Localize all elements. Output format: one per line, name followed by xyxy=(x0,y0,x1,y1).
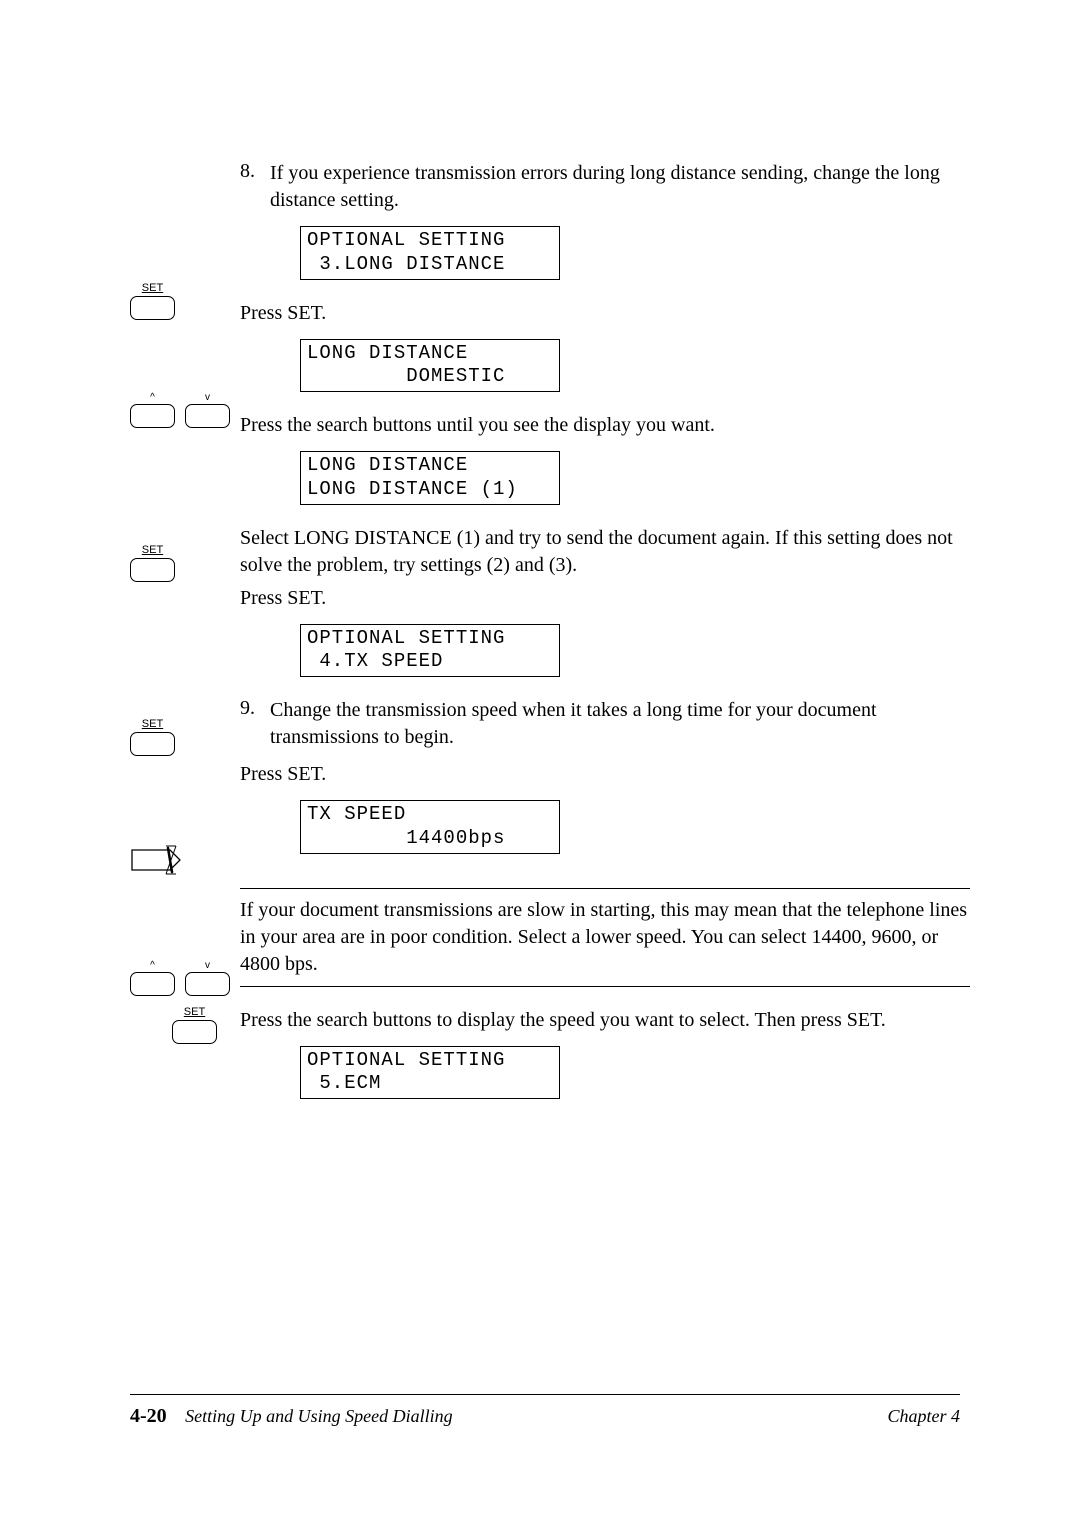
lcd-line: LONG DISTANCE xyxy=(307,342,468,364)
press-set-text: Press SET. xyxy=(240,300,970,327)
caret-down-label: v xyxy=(185,960,230,971)
set-label: SET xyxy=(130,544,175,556)
lcd-display: LONG DISTANCE DOMESTIC xyxy=(300,339,560,393)
step-8: 8. If you experience transmission errors… xyxy=(240,160,970,214)
press-search-speed-text: Press the search buttons to display the … xyxy=(240,1007,970,1034)
lcd-line: LONG DISTANCE xyxy=(307,454,468,476)
page-number: 4-20 xyxy=(130,1405,167,1427)
page-footer: 4-20 Setting Up and Using Speed Dialling… xyxy=(130,1394,960,1428)
set-label: SET xyxy=(130,718,175,730)
set-button-icon xyxy=(172,1020,217,1044)
note-text: If your document transmissions are slow … xyxy=(240,899,967,975)
note-block: If your document transmissions are slow … xyxy=(240,888,970,987)
lcd-line: 4.TX SPEED xyxy=(307,650,443,672)
select-long-text: Select LONG DISTANCE (1) and try to send… xyxy=(240,525,970,579)
set-button-icon xyxy=(130,558,175,582)
press-set-text: Press SET. xyxy=(240,761,970,788)
caret-down-label: v xyxy=(185,392,230,403)
search-set-keys-block: ^ v SET xyxy=(130,960,240,1044)
lcd-line: 14400bps xyxy=(307,827,505,849)
lcd-line: TX SPEED xyxy=(307,803,406,825)
set-key-block: SET xyxy=(130,282,240,320)
press-set-text: Press SET. xyxy=(240,585,970,612)
footer-chapter: Chapter 4 xyxy=(887,1406,960,1427)
lcd-display: OPTIONAL SETTING 5.ECM xyxy=(300,1046,560,1100)
lcd-display: TX SPEED 14400bps xyxy=(300,800,560,854)
step-text: Change the transmission speed when it ta… xyxy=(270,697,970,751)
up-button-icon xyxy=(130,404,175,428)
set-key-block: SET xyxy=(130,544,240,582)
caret-up-label: ^ xyxy=(130,392,175,403)
lcd-line: 3.LONG DISTANCE xyxy=(307,253,505,275)
footer-title: Setting Up and Using Speed Dialling xyxy=(185,1406,452,1426)
lcd-line: OPTIONAL SETTING xyxy=(307,1049,505,1071)
lcd-line: LONG DISTANCE (1) xyxy=(307,478,518,500)
step-text: If you experience transmission errors du… xyxy=(270,160,970,214)
lcd-display: OPTIONAL SETTING 4.TX SPEED xyxy=(300,624,560,678)
press-search-text: Press the search buttons until you see t… xyxy=(240,412,970,439)
set-button-icon xyxy=(130,296,175,320)
lcd-line: OPTIONAL SETTING xyxy=(307,229,505,251)
down-button-icon xyxy=(185,404,230,428)
up-button-icon xyxy=(130,972,175,996)
set-label: SET xyxy=(172,1006,217,1018)
down-button-icon xyxy=(185,972,230,996)
lcd-display: OPTIONAL SETTING 3.LONG DISTANCE xyxy=(300,226,560,280)
lcd-display: LONG DISTANCE LONG DISTANCE (1) xyxy=(300,451,560,505)
step-9: 9. Change the transmission speed when it… xyxy=(240,697,970,751)
set-key-block: SET xyxy=(130,718,240,756)
footer-left: 4-20 Setting Up and Using Speed Dialling xyxy=(130,1405,453,1428)
set-button-icon xyxy=(130,732,175,756)
set-label: SET xyxy=(130,282,175,294)
lcd-line: DOMESTIC xyxy=(307,365,505,387)
lcd-line: 5.ECM xyxy=(307,1072,381,1094)
search-keys-block: ^ v xyxy=(130,392,240,428)
step-number: 9. xyxy=(240,697,270,720)
caret-up-label: ^ xyxy=(130,960,175,971)
step-number: 8. xyxy=(240,160,270,183)
lcd-line: OPTIONAL SETTING xyxy=(307,627,505,649)
note-icon xyxy=(130,842,190,885)
